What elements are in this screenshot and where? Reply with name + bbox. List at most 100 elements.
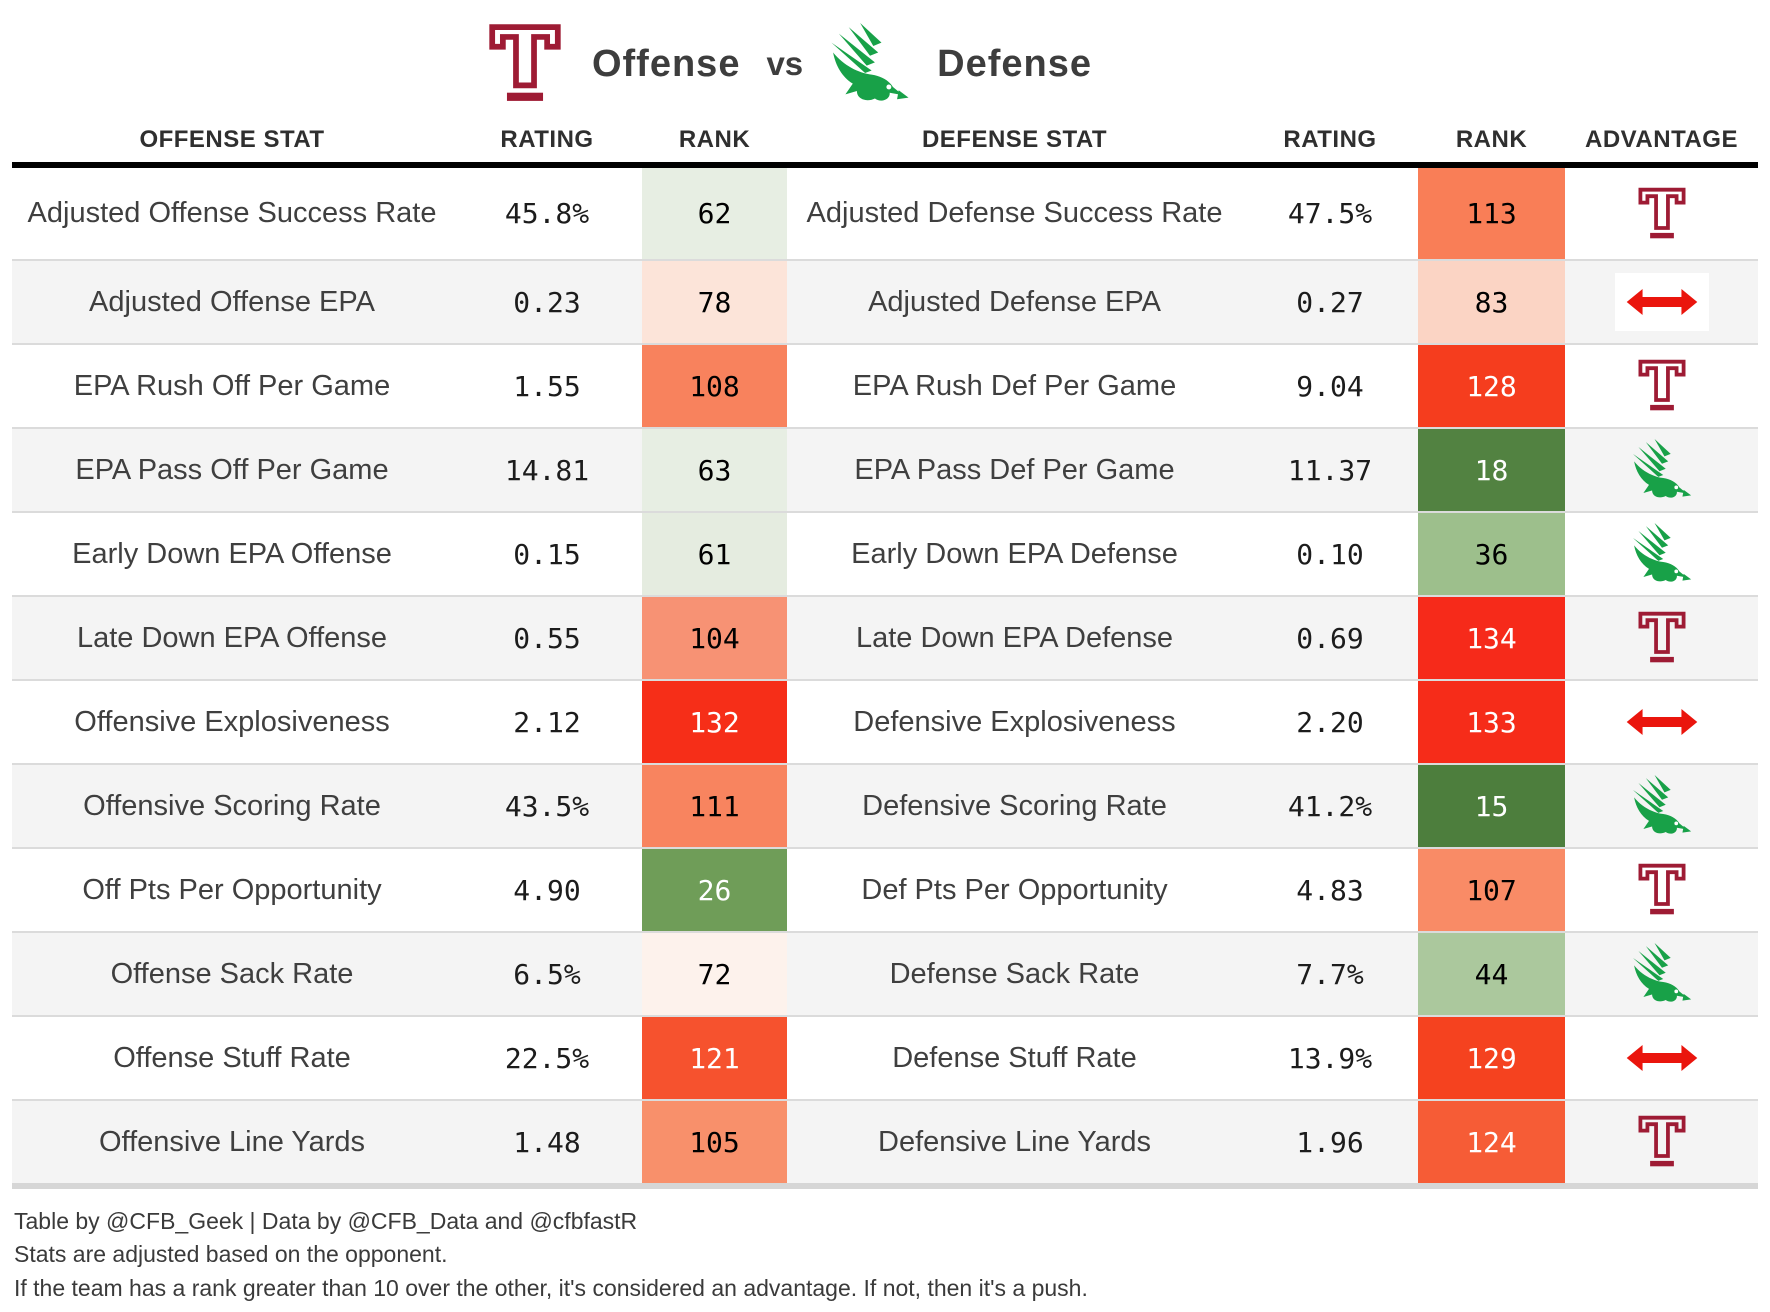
- offense-rating-cell: 22.5%: [504, 1041, 590, 1075]
- offense-stat-cell: Adjusted Offense EPA: [89, 285, 375, 318]
- defense-stat-cell: Adjusted Defense Success Rate: [806, 197, 1223, 230]
- table-row: EPA Rush Off Per Game 1.55 108 EPA Rush …: [12, 343, 1758, 427]
- footer: Table by @CFB_Geek | Data by @CFB_Data a…: [14, 1205, 1770, 1305]
- temple-logo-icon: [1635, 608, 1689, 668]
- offense-rating-cell: 45.8%: [504, 197, 590, 230]
- defense-rank-cell: 133: [1418, 681, 1565, 763]
- north-texas-eagle-icon: [1631, 439, 1693, 501]
- defense-rank-cell: 113: [1418, 168, 1565, 259]
- col-header-advantage: ADVANTAGE: [1585, 126, 1738, 153]
- table-row: Adjusted Offense Success Rate 45.8% 62 A…: [12, 168, 1758, 259]
- table-row: EPA Pass Off Per Game 14.81 63 EPA Pass …: [12, 427, 1758, 511]
- offense-rating-cell: 1.55: [513, 369, 581, 403]
- advantage-cell: [1565, 345, 1758, 427]
- defense-rating-cell: 2.20: [1296, 705, 1364, 739]
- temple-header-logo: [484, 17, 566, 111]
- offense-rank-cell: 108: [642, 345, 787, 427]
- offense-rating-cell: 1.48: [513, 1125, 581, 1159]
- advantage-cell: [1565, 597, 1758, 679]
- offense-stat-cell: Offensive Line Yards: [99, 1125, 365, 1158]
- offense-stat-cell: Late Down EPA Offense: [76, 621, 388, 654]
- defense-rating-cell: 13.9%: [1287, 1041, 1373, 1075]
- offense-rank-cell: 105: [642, 1101, 787, 1183]
- defense-rating-cell: 7.7%: [1296, 957, 1364, 991]
- stats-table: OFFENSE STAT RATING RANK DEFENSE STAT RA…: [12, 118, 1758, 1189]
- defense-stat-cell: Defense Stuff Rate: [892, 1041, 1137, 1074]
- advantage-cell: [1565, 1101, 1758, 1183]
- advantage-cell: [1565, 513, 1758, 595]
- offense-rank-cell: 62: [642, 168, 787, 259]
- offense-rank-cell: 26: [642, 849, 787, 931]
- defense-rating-cell: 11.37: [1287, 453, 1373, 487]
- offense-rating-cell: 6.5%: [513, 957, 581, 991]
- north-texas-header-logo: [829, 22, 911, 106]
- defense-rank-cell: 83: [1418, 261, 1565, 343]
- offense-stat-cell: Offensive Scoring Rate: [83, 789, 381, 822]
- north-texas-eagle-icon: [1631, 775, 1693, 837]
- offense-stat-cell: Off Pts Per Opportunity: [82, 873, 382, 906]
- offense-rank-cell: 63: [642, 429, 787, 511]
- offense-stat-cell: Adjusted Offense Success Rate: [27, 197, 437, 230]
- defense-title: Defense: [937, 42, 1093, 85]
- temple-logo-icon: [484, 17, 566, 111]
- table-row: Offensive Scoring Rate 43.5% 111 Defensi…: [12, 763, 1758, 847]
- temple-logo-icon: [1635, 184, 1689, 244]
- temple-logo-icon: [1635, 860, 1689, 920]
- defense-rank-cell: 36: [1418, 513, 1565, 595]
- offense-rank-cell: 61: [642, 513, 787, 595]
- temple-logo-icon: [1635, 1112, 1689, 1172]
- defense-stat-cell: Defense Sack Rate: [889, 957, 1140, 990]
- offense-rating-cell: 0.23: [513, 285, 581, 319]
- table-row: Offensive Line Yards 1.48 105 Defensive …: [12, 1099, 1758, 1183]
- offense-rank-cell: 111: [642, 765, 787, 847]
- defense-rating-cell: 1.96: [1296, 1125, 1364, 1159]
- defense-rank-cell: 124: [1418, 1101, 1565, 1183]
- advantage-cell: [1565, 933, 1758, 1015]
- offense-stat-cell: Offense Stuff Rate: [113, 1041, 351, 1074]
- table-header-row: OFFENSE STAT RATING RANK DEFENSE STAT RA…: [12, 118, 1758, 168]
- push-arrow-icon: [1614, 693, 1709, 751]
- defense-stat-cell: Defensive Explosiveness: [853, 705, 1176, 738]
- defense-stat-cell: Defensive Line Yards: [878, 1125, 1151, 1158]
- defense-rating-cell: 47.5%: [1287, 197, 1373, 230]
- offense-rating-cell: 0.15: [513, 537, 581, 571]
- col-header-offense-rating: RATING: [500, 126, 594, 153]
- defense-stat-cell: Def Pts Per Opportunity: [861, 873, 1168, 906]
- defense-rank-cell: 18: [1418, 429, 1565, 511]
- defense-stat-cell: Defensive Scoring Rate: [862, 789, 1167, 822]
- push-arrow-icon: [1614, 1029, 1709, 1087]
- advantage-cell: [1565, 765, 1758, 847]
- col-header-offense-stat: OFFENSE STAT: [139, 126, 325, 153]
- defense-rank-cell: 44: [1418, 933, 1565, 1015]
- defense-rating-cell: 0.27: [1296, 285, 1364, 319]
- table-row: Offense Sack Rate 6.5% 72 Defense Sack R…: [12, 931, 1758, 1015]
- col-header-offense-rank: RANK: [678, 126, 751, 153]
- defense-rating-cell: 0.69: [1296, 621, 1364, 655]
- defense-stat-cell: Late Down EPA Defense: [855, 621, 1174, 654]
- defense-stat-cell: Early Down EPA Defense: [851, 537, 1178, 570]
- offense-stat-cell: EPA Rush Off Per Game: [73, 369, 391, 402]
- offense-stat-cell: Offensive Explosiveness: [74, 705, 390, 738]
- table-row: Offensive Explosiveness 2.12 132 Defensi…: [12, 679, 1758, 763]
- defense-stat-cell: EPA Pass Def Per Game: [854, 453, 1175, 486]
- table-row: Off Pts Per Opportunity 4.90 26 Def Pts …: [12, 847, 1758, 931]
- title-bar: Offense vs Defense: [0, 0, 1673, 118]
- offense-stat-cell: Early Down EPA Offense: [72, 537, 392, 570]
- offense-rating-cell: 43.5%: [504, 789, 590, 823]
- defense-rank-cell: 134: [1418, 597, 1565, 679]
- temple-logo-icon: [1635, 356, 1689, 416]
- offense-rating-cell: 0.55: [513, 621, 581, 655]
- offense-rank-cell: 132: [642, 681, 787, 763]
- defense-rank-cell: 107: [1418, 849, 1565, 931]
- push-arrow-icon: [1614, 273, 1709, 331]
- defense-rating-cell: 0.10: [1296, 537, 1364, 571]
- footer-note-adjusted: Stats are adjusted based on the opponent…: [14, 1241, 448, 1268]
- defense-stat-cell: Adjusted Defense EPA: [868, 285, 1161, 318]
- col-header-defense-rating: RATING: [1283, 126, 1377, 153]
- offense-rating-cell: 14.81: [504, 453, 590, 487]
- defense-stat-cell: EPA Rush Def Per Game: [852, 369, 1177, 402]
- col-header-defense-stat: DEFENSE STAT: [921, 126, 1108, 153]
- defense-rank-cell: 129: [1418, 1017, 1565, 1099]
- advantage-cell: [1565, 168, 1758, 259]
